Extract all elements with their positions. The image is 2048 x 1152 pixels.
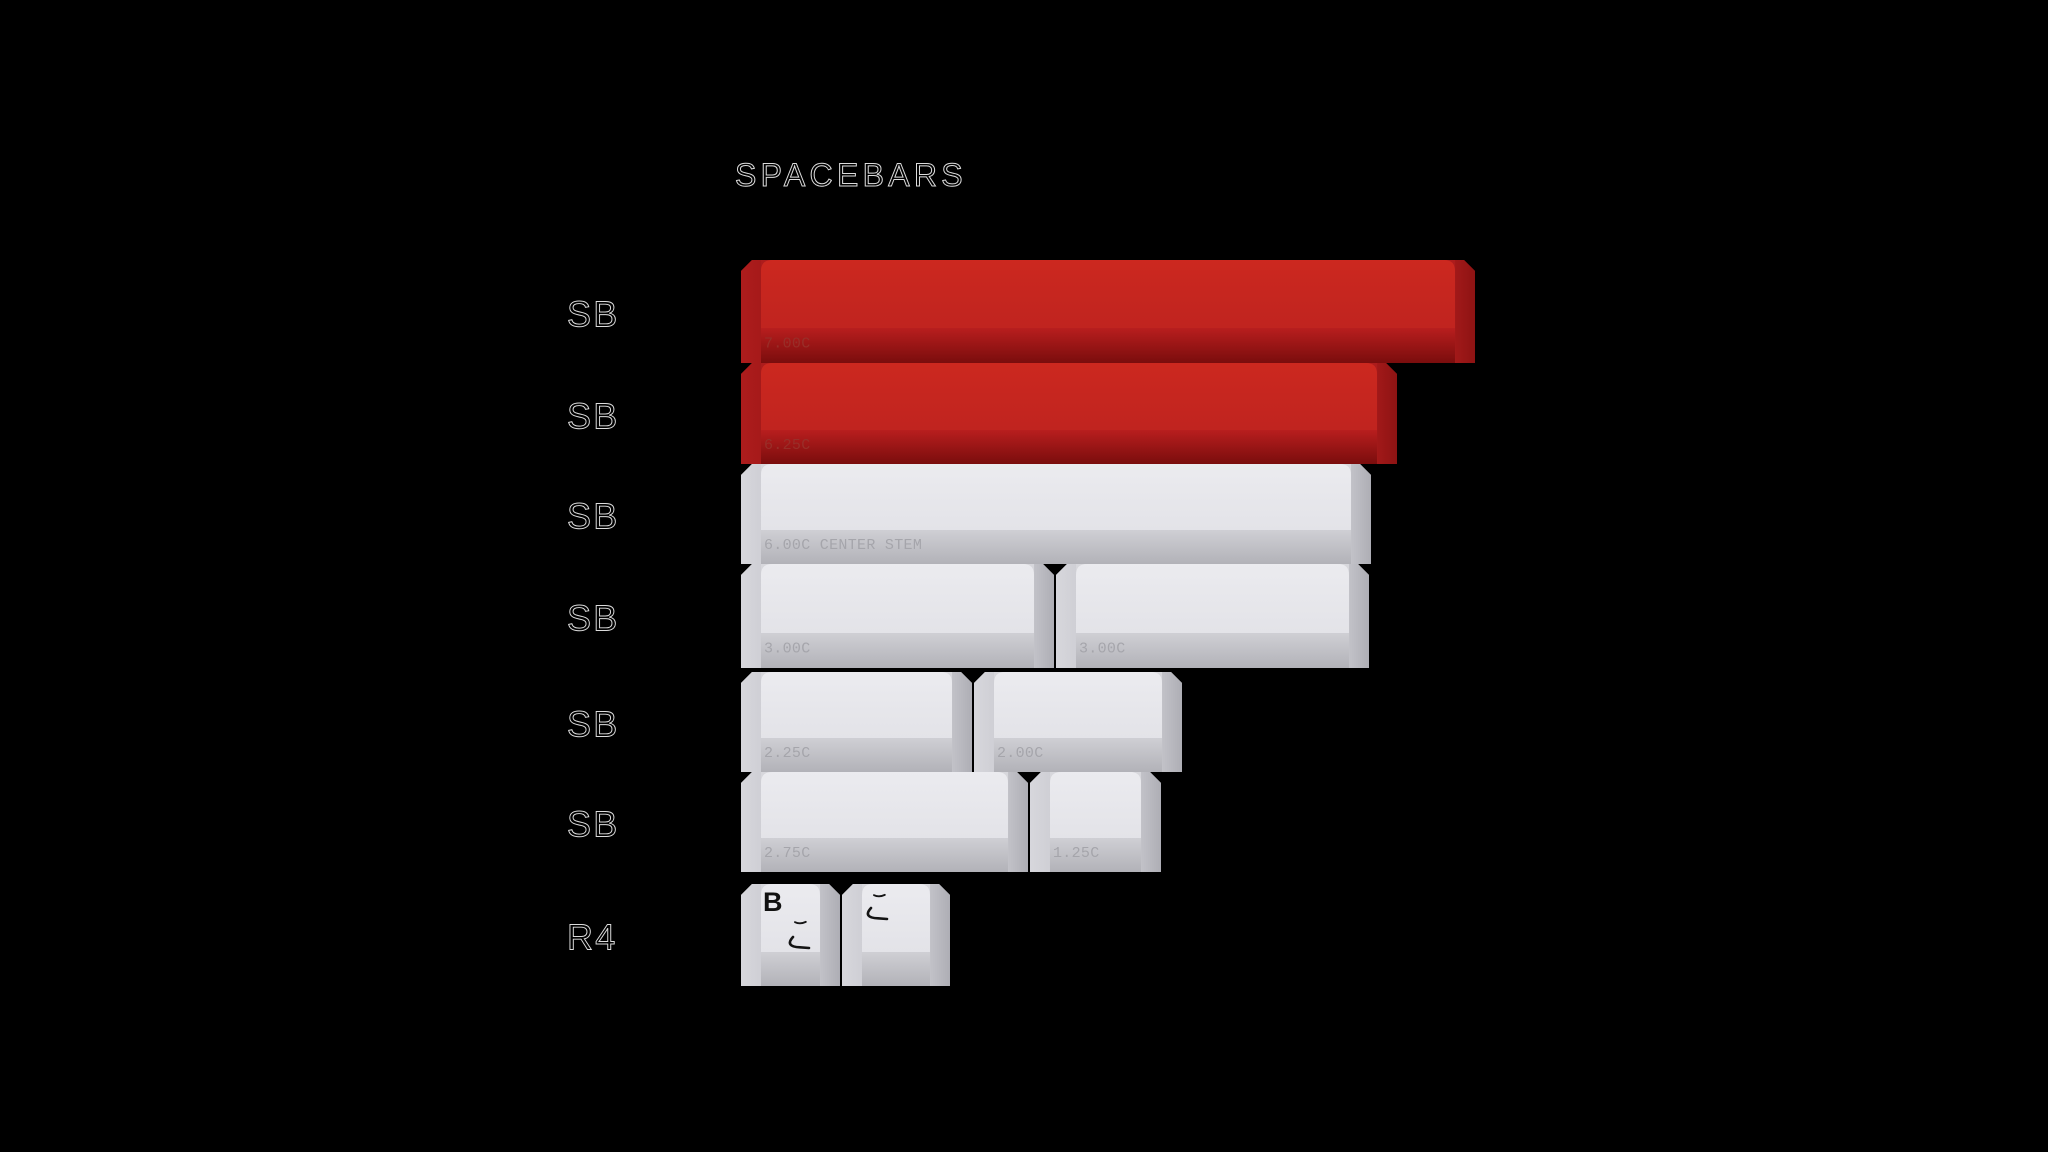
svg-text:R4: R4 (567, 917, 618, 958)
svg-text:2.75C: 2.75C (764, 845, 811, 862)
svg-text:SB: SB (567, 704, 620, 745)
svg-text:SB: SB (567, 496, 620, 537)
svg-text:3.00C: 3.00C (1079, 641, 1126, 658)
svg-text:6.00C CENTER STEM: 6.00C CENTER STEM (764, 537, 922, 554)
svg-text:2.25C: 2.25C (764, 745, 811, 762)
svg-text:B: B (763, 887, 783, 917)
svg-text:3.00C: 3.00C (764, 641, 811, 658)
svg-text:6.25C: 6.25C (764, 437, 811, 454)
svg-text:SPACEBARS: SPACEBARS (735, 157, 967, 193)
svg-text:SB: SB (567, 293, 620, 334)
svg-text:2.00C: 2.00C (997, 745, 1044, 762)
svg-text:SB: SB (567, 804, 620, 845)
svg-text:SB: SB (567, 598, 620, 639)
svg-text:1.25C: 1.25C (1053, 845, 1100, 862)
svg-text:SB: SB (567, 395, 620, 436)
svg-text:7.00C: 7.00C (764, 336, 811, 353)
